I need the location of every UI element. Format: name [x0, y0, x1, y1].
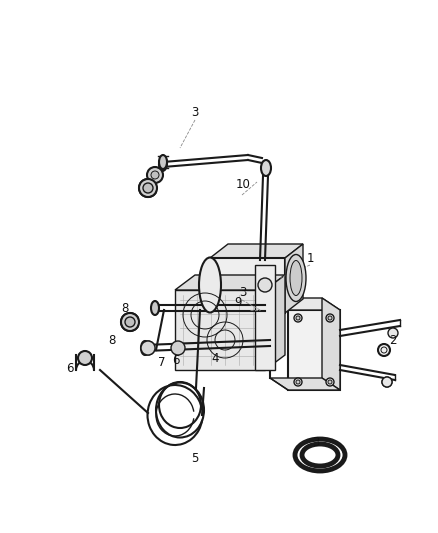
Circle shape: [328, 316, 332, 320]
Circle shape: [294, 378, 302, 386]
Circle shape: [139, 179, 157, 197]
Text: 2: 2: [389, 334, 397, 346]
Circle shape: [125, 317, 135, 327]
Circle shape: [326, 314, 334, 322]
Polygon shape: [210, 258, 285, 313]
Text: 3: 3: [239, 286, 247, 298]
Circle shape: [151, 171, 159, 179]
Ellipse shape: [141, 341, 149, 355]
Circle shape: [296, 380, 300, 384]
Polygon shape: [265, 275, 285, 370]
Ellipse shape: [159, 157, 167, 171]
Ellipse shape: [159, 155, 167, 169]
Circle shape: [147, 167, 163, 183]
Text: 8: 8: [121, 302, 129, 314]
Polygon shape: [285, 244, 303, 313]
Circle shape: [121, 313, 139, 331]
Polygon shape: [210, 244, 303, 258]
Text: 3: 3: [191, 106, 199, 118]
Polygon shape: [175, 290, 265, 370]
Text: 5: 5: [191, 451, 199, 464]
Text: 10: 10: [236, 179, 251, 191]
Ellipse shape: [286, 254, 306, 302]
Polygon shape: [175, 275, 285, 290]
Text: 9: 9: [234, 295, 242, 309]
Circle shape: [141, 341, 155, 355]
Polygon shape: [288, 310, 340, 390]
Circle shape: [171, 341, 185, 355]
Text: 6: 6: [66, 361, 74, 375]
Circle shape: [382, 377, 392, 387]
Ellipse shape: [261, 160, 271, 176]
Polygon shape: [270, 378, 340, 390]
Polygon shape: [255, 265, 275, 370]
Circle shape: [78, 351, 92, 365]
Polygon shape: [322, 298, 340, 390]
Circle shape: [378, 344, 390, 356]
Text: 8: 8: [108, 334, 116, 346]
Circle shape: [294, 314, 302, 322]
Polygon shape: [270, 298, 340, 310]
Ellipse shape: [290, 261, 302, 295]
Text: 3: 3: [312, 435, 320, 448]
Text: 1: 1: [306, 252, 314, 264]
Ellipse shape: [151, 301, 159, 315]
Circle shape: [143, 183, 153, 193]
Circle shape: [328, 380, 332, 384]
Ellipse shape: [199, 257, 221, 312]
Text: 6: 6: [172, 353, 180, 367]
Circle shape: [258, 278, 272, 292]
Circle shape: [326, 378, 334, 386]
Circle shape: [296, 316, 300, 320]
Circle shape: [388, 328, 398, 338]
Text: 4: 4: [211, 351, 219, 365]
Text: 7: 7: [158, 356, 166, 368]
